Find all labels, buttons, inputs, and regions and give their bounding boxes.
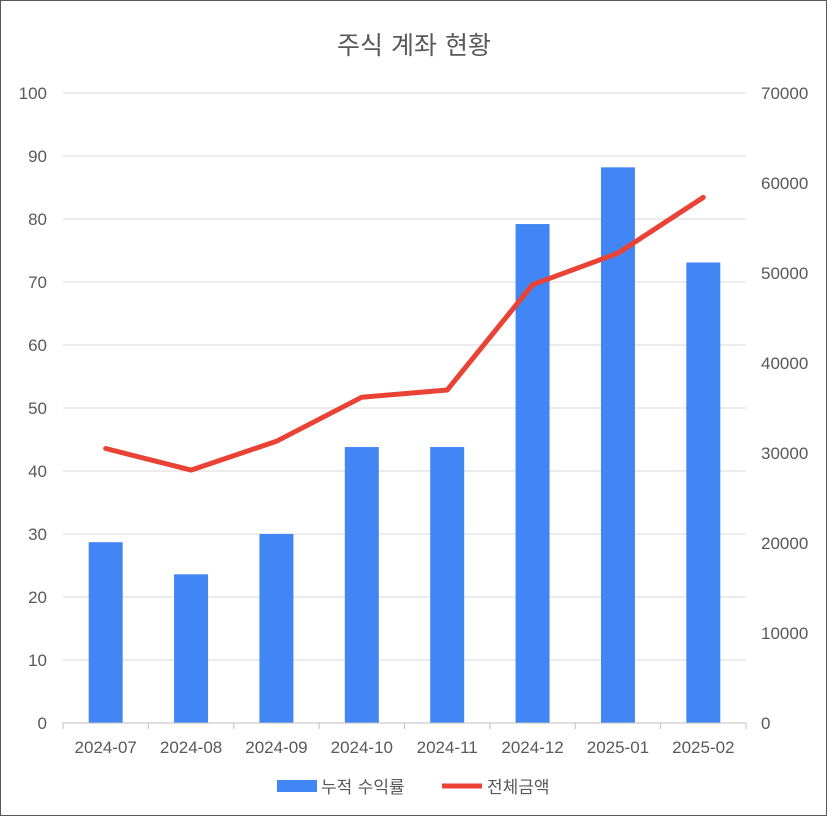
y-left-tick-label: 60 [28,336,47,355]
y-left-tick-label: 50 [28,399,47,418]
bar [174,574,209,723]
y-right-tick-label: 20000 [761,534,808,553]
legend-label-bar: 누적 수익률 [321,778,405,798]
bar [259,534,294,723]
right-axis-ticks: 0 10000 20000 30000 40000 50000 60000 70000 [761,84,808,733]
line-series [103,194,706,473]
y-right-tick-label: 30000 [761,444,808,463]
y-left-tick-label: 20 [28,588,47,607]
left-axis-ticks: 0 10 20 30 40 50 60 70 80 90 100 [19,84,47,733]
y-right-tick-label: 70000 [761,84,808,103]
y-left-tick-label: 80 [28,210,47,229]
bar [515,224,550,724]
legend-label-line: 전체금액 [487,778,550,798]
y-left-tick-label: 0 [38,714,47,733]
x-axis-ticks: 2024-07 2024-08 2024-09 2024-10 2024-11 2024-… [62,722,747,757]
x-tick-label: 2024-11 [417,738,478,757]
y-right-tick-label: 50000 [761,264,808,283]
x-tick-label: 2025-02 [672,738,734,757]
bar [686,262,721,723]
bar [344,447,379,723]
x-tick-label: 2024-10 [331,738,393,757]
x-tick-label: 2024-09 [245,738,307,757]
y-left-tick-label: 90 [28,147,47,166]
y-left-tick-label: 10 [28,651,47,670]
bar [430,447,465,723]
legend-swatch-bar [277,780,317,792]
legend: 누적 수익률 전체금액 [277,778,550,798]
x-tick-label: 2024-07 [74,738,136,757]
bar-series [88,167,721,724]
y-right-tick-label: 0 [761,714,770,733]
x-tick-label: 2024-08 [160,738,222,757]
chart-title: 주식 계좌 현황 [337,31,491,60]
y-right-tick-label: 10000 [761,624,808,643]
x-tick-label: 2025-01 [587,738,649,757]
y-left-tick-label: 30 [28,525,47,544]
y-right-tick-label: 60000 [761,174,808,193]
gridlines [63,92,746,661]
y-left-tick-label: 70 [28,273,47,292]
x-tick-label: 2024-12 [501,738,563,757]
y-left-tick-label: 100 [19,84,47,103]
bar [88,542,123,723]
series-line [103,194,706,473]
y-right-tick-label: 40000 [761,354,808,373]
y-left-tick-label: 40 [28,462,47,481]
